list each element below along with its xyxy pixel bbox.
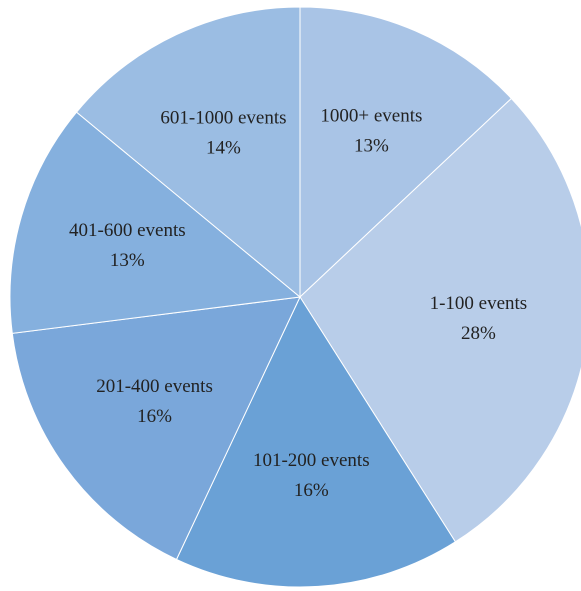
slice-label: 1-100 events [430, 293, 528, 314]
slice-value-label: 13% [354, 135, 389, 156]
slice-value-label: 16% [294, 480, 329, 501]
slice-label: 601-1000 events [160, 108, 286, 129]
slice-value-label: 13% [110, 250, 145, 271]
slice-value-label: 16% [137, 406, 172, 427]
pie-slice [9, 111, 302, 334]
pie-slice [175, 295, 457, 588]
slice-label: 101-200 events [253, 450, 370, 471]
slice-value-label: 14% [206, 138, 241, 159]
pie-slice [299, 97, 581, 543]
pie-slice [299, 6, 513, 299]
pie-slice [11, 296, 301, 561]
slice-value-label: 28% [461, 323, 496, 344]
slice-label: 401-600 events [69, 220, 186, 241]
slice-label: 201-400 events [96, 376, 213, 397]
slice-label: 1000+ events [320, 105, 422, 126]
pie-slice [75, 6, 301, 299]
